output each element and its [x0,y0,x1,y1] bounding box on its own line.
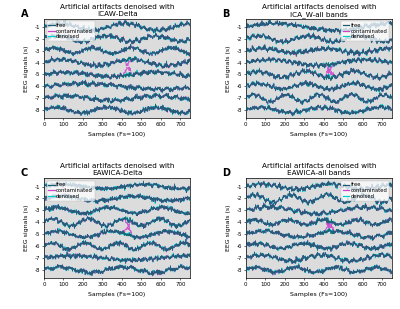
Legend: free, contaminated, denoised: free, contaminated, denoised [47,181,94,201]
Legend: free, contaminated, denoised: free, contaminated, denoised [342,181,389,201]
Title: Artificial artifacts denoised with
EAWICA-all bands: Artificial artifacts denoised with EAWIC… [262,163,376,176]
X-axis label: Samples (Fs=100): Samples (Fs=100) [290,132,348,138]
Legend: free, contaminated, denoised: free, contaminated, denoised [47,21,94,41]
Title: Artificial artifacts denoised with
ICA_W-all bands: Artificial artifacts denoised with ICA_W… [262,4,376,18]
Text: A: A [21,9,28,19]
Y-axis label: EEG signals (s): EEG signals (s) [24,205,30,252]
Y-axis label: EEG signals (s): EEG signals (s) [226,205,231,252]
Title: Artificial artifacts denoised with
EAWICA-Delta: Artificial artifacts denoised with EAWIC… [60,163,174,176]
Y-axis label: EEG signals (s): EEG signals (s) [226,45,231,92]
Legend: free, contaminated, denoised: free, contaminated, denoised [342,21,389,41]
Text: B: B [222,9,230,19]
Text: C: C [21,168,28,178]
Y-axis label: EEG signals (s): EEG signals (s) [24,45,30,92]
X-axis label: Samples (Fs=100): Samples (Fs=100) [88,292,146,297]
X-axis label: Samples (Fs=100): Samples (Fs=100) [88,132,146,138]
X-axis label: Samples (Fs=100): Samples (Fs=100) [290,292,348,297]
Title: Artificial artifacts denoised with
ICAW-Delta: Artificial artifacts denoised with ICAW-… [60,4,174,17]
Text: D: D [222,168,230,178]
